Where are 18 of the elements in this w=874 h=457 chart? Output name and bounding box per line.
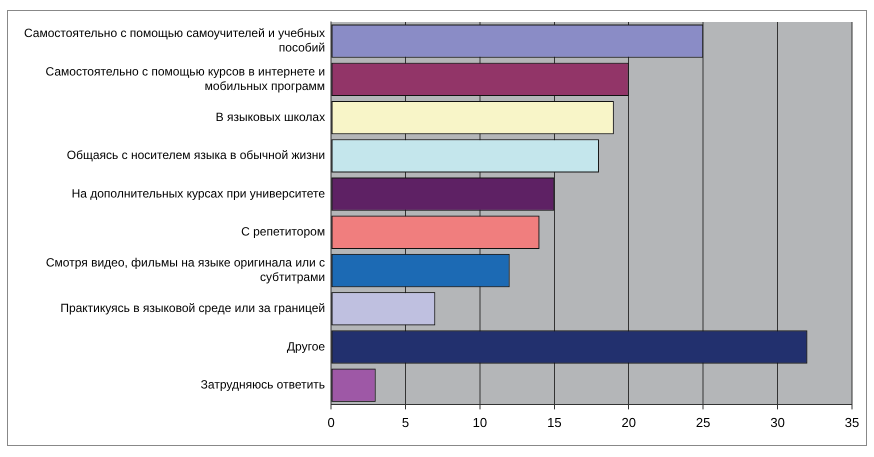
x-tick-label: 35 bbox=[844, 414, 860, 430]
y-tick-label: Другое bbox=[286, 339, 326, 354]
x-tick-label: 0 bbox=[327, 414, 335, 430]
y-tick-label: Затрудняюсь ответить bbox=[200, 378, 326, 392]
y-tick-label: Общаясь с носителем языка в обычной жизни bbox=[66, 148, 326, 162]
y-tick-label: С репетитором bbox=[241, 224, 326, 239]
x-tick-label: 10 bbox=[472, 414, 488, 430]
y-tick-label: Практикуясь в языковой среде или за границей bbox=[60, 301, 326, 316]
y-tick-label: Самостоятельно с помощью самоучителей и учебных пособий bbox=[24, 26, 326, 55]
y-tick-label: В языковых школах bbox=[216, 110, 326, 124]
x-tick-label: 30 bbox=[770, 414, 785, 430]
y-tick-label: Смотря видео, фильмы на языке оригинала или с субтитрами bbox=[46, 256, 326, 284]
y-tick-label: На дополнительных курсах при университете bbox=[72, 186, 326, 200]
y-tick-label: Самостоятельно с помощью курсов в интернете и мобильных программ bbox=[46, 64, 326, 93]
x-tick-label: 5 bbox=[402, 414, 410, 430]
x-tick-label: 20 bbox=[622, 414, 636, 430]
x-tick-label: 25 bbox=[696, 414, 710, 430]
x-tick-label: 15 bbox=[547, 414, 562, 430]
